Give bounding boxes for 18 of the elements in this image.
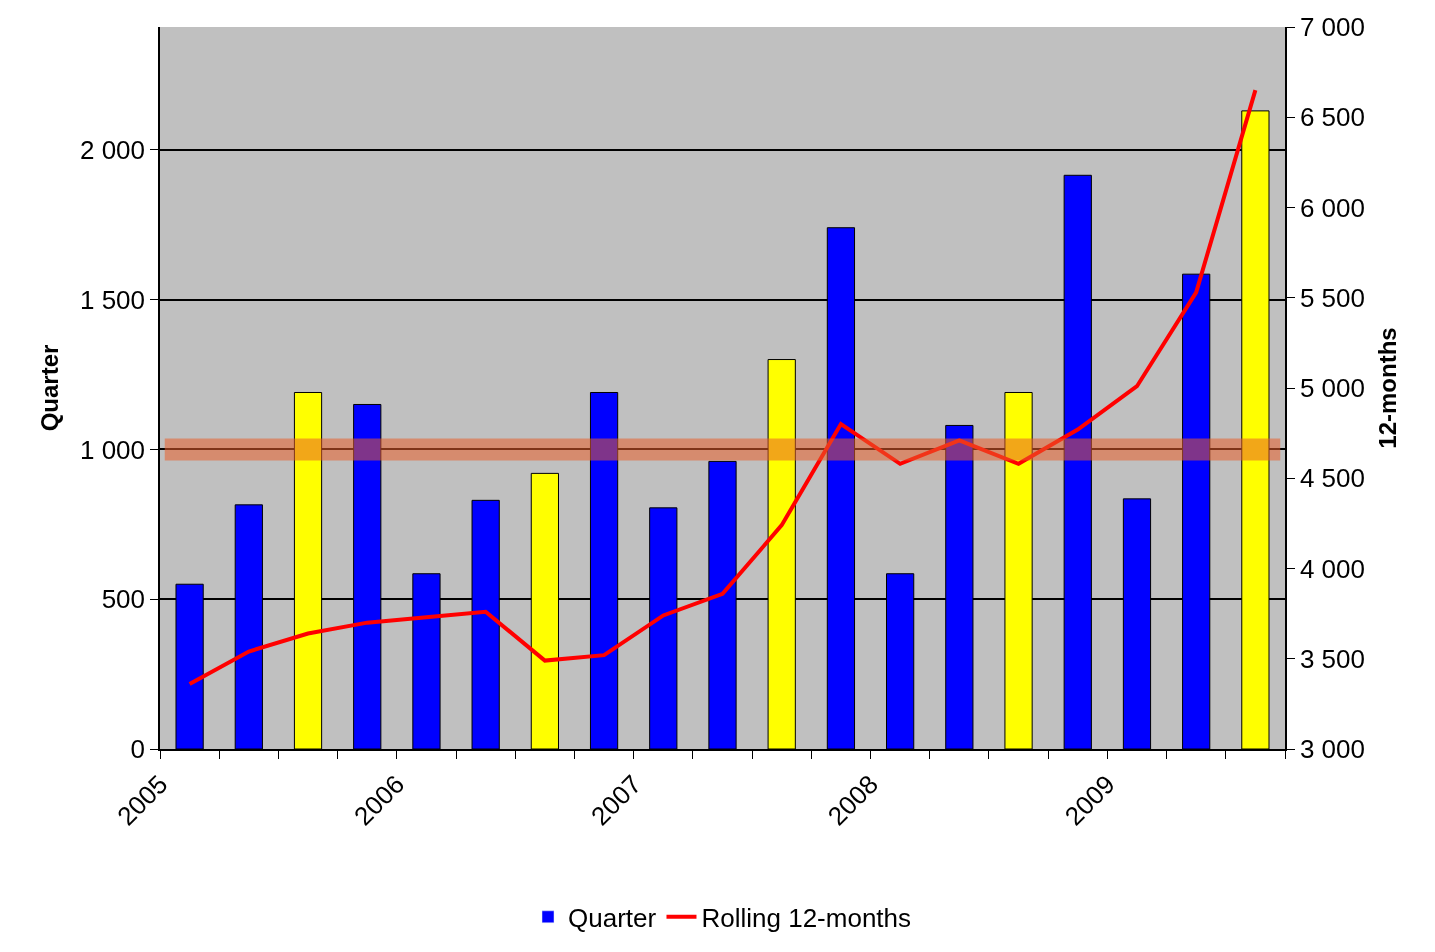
- y2-tick-label: 4 500: [1299, 463, 1366, 494]
- y2-tick-label: 5 500: [1299, 282, 1366, 313]
- y2-axis-title: 12-months: [1373, 327, 1401, 449]
- y2-tick-label: 6 000: [1299, 192, 1366, 223]
- y-tick-label: 0: [130, 734, 146, 765]
- y-tick-label: 2 000: [79, 134, 146, 165]
- legend-label: Rolling 12-months: [701, 902, 912, 933]
- y-tick-label: 500: [101, 584, 146, 615]
- y2-tick-label: 3 000: [1299, 734, 1366, 765]
- y2-tick-label: 4 000: [1299, 553, 1366, 584]
- y2-tick-label: 3 500: [1299, 643, 1366, 674]
- y2-tick-label: 6 500: [1299, 102, 1366, 133]
- legend-label: Quarter: [568, 902, 657, 933]
- y-axis-title: Quarter: [35, 344, 63, 432]
- y2-tick-label: 5 000: [1299, 373, 1366, 404]
- y-tick-label: 1 500: [79, 284, 146, 315]
- y-tick-label: 1 000: [79, 434, 146, 465]
- y2-tick-label: 7 000: [1299, 12, 1366, 43]
